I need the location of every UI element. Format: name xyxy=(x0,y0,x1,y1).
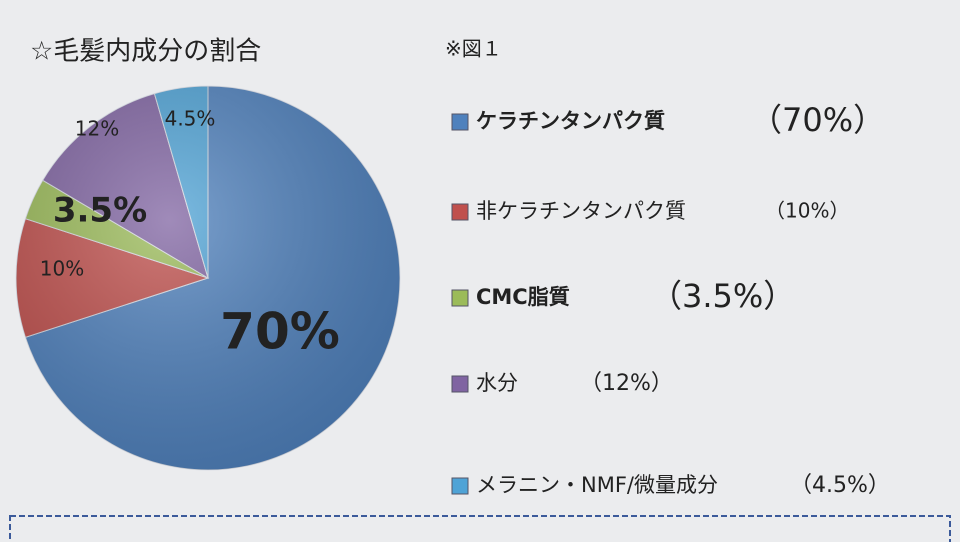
legend-swatch xyxy=(451,375,469,393)
data-label: 3.5% xyxy=(53,191,147,231)
data-label: 12% xyxy=(75,117,119,141)
legend-swatch xyxy=(451,203,469,221)
legend-value: （3.5%） xyxy=(650,277,795,315)
legend-value: （4.5%） xyxy=(790,473,890,498)
data-label: 4.5% xyxy=(165,107,216,131)
legend-label: CMC脂質 xyxy=(476,285,570,309)
legend-value: （10%） xyxy=(765,199,849,223)
legend-label: 非ケラチンタンパク質 xyxy=(476,199,686,223)
legend-swatch xyxy=(451,477,469,495)
chart-title: ☆毛髪内成分の割合 xyxy=(30,37,261,67)
legend-label: メラニン・NMF/微量成分 xyxy=(476,473,718,497)
labels: 70% 10% 3.5% 12% 4.5% xyxy=(40,107,340,361)
legend: ケラチンタンパク質 （70%） 非ケラチンタンパク質 （10%） CMC脂質 （3.5%）… xyxy=(451,101,890,498)
legend-value: （12%） xyxy=(580,371,673,396)
next-box xyxy=(9,515,951,542)
legend-value: （70%） xyxy=(750,101,885,139)
legend-label: ケラチンタンパク質 xyxy=(476,109,665,133)
data-label: 70% xyxy=(220,303,340,361)
legend-label: 水分 xyxy=(476,371,518,395)
legend-swatch xyxy=(451,113,469,131)
data-label: 10% xyxy=(40,257,84,281)
figure-note: ※図１ xyxy=(445,37,502,61)
legend-swatch xyxy=(451,289,469,307)
